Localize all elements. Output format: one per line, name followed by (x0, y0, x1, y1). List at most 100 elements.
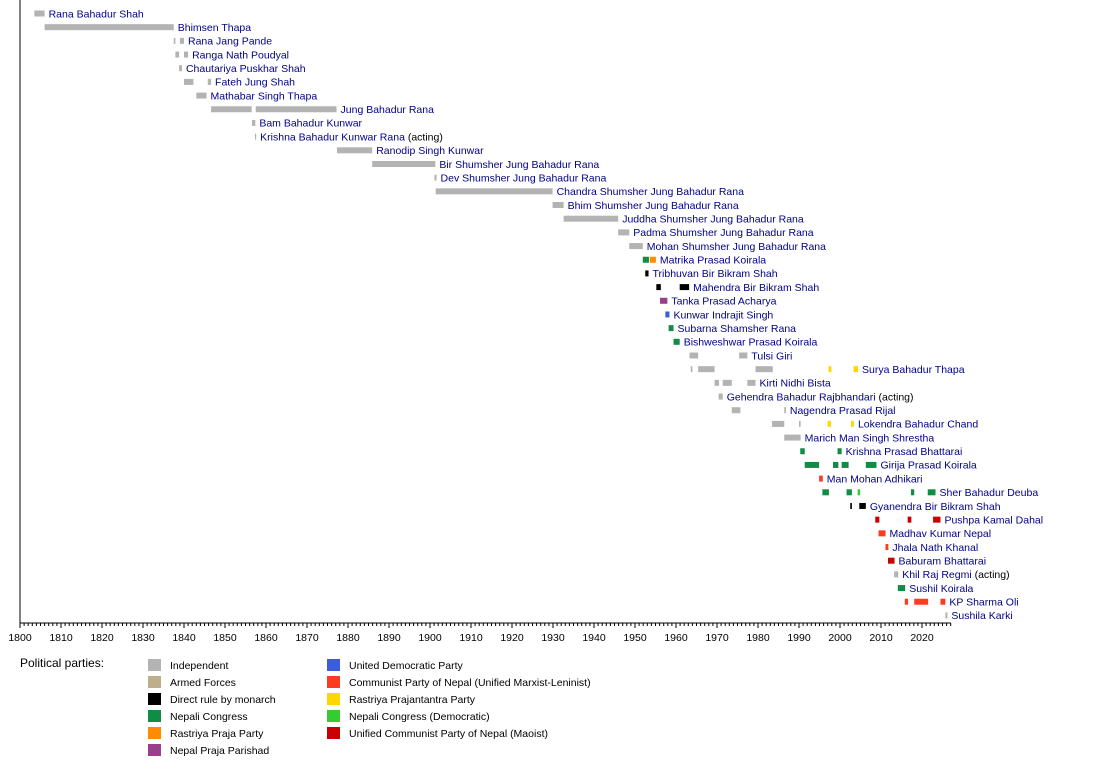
term-bar (859, 502, 866, 509)
pm-name: Bhim Shumsher Jung Bahadur Rana (568, 200, 739, 212)
term-bar (851, 420, 854, 427)
pm-name: Tulsi Giri (751, 350, 792, 362)
pm-name: Fateh Jung Shah (215, 77, 295, 89)
x-tick-label: 1860 (254, 632, 278, 644)
term-bar (945, 612, 948, 619)
term-bar (649, 256, 656, 263)
pm-name-label: Bhim Shumsher Jung Bahadur Rana (568, 200, 739, 212)
pm-name-label: Lokendra Bahadur Chand (858, 419, 978, 431)
legend-label: Communist Party of Nepal (Unified Marxis… (349, 677, 591, 689)
pm-name-label: KP Sharma Oli (949, 597, 1018, 609)
pm-row: Krishna Bahadur Kunwar Rana (acting) (254, 131, 443, 143)
x-tick-label: 1990 (787, 632, 811, 644)
pm-row: Girija Prasad Koirala (804, 460, 977, 472)
term-bar (679, 284, 690, 291)
term-bar (878, 530, 886, 537)
x-tick-label: 1950 (623, 632, 647, 644)
legend-swatch (148, 727, 161, 739)
pm-name-suffix: (acting) (405, 131, 443, 143)
x-tick-label: 1840 (172, 632, 196, 644)
x-tick-label: 1930 (541, 632, 565, 644)
legend-swatch (148, 744, 161, 756)
legend-label: Nepali Congress (Democratic) (349, 711, 490, 723)
term-bar (690, 366, 693, 373)
pm-name-label: Tribhuvan Bir Bikram Shah (653, 268, 778, 280)
pm-name-label: Rana Bahadur Shah (49, 8, 144, 20)
term-bar (255, 106, 337, 113)
pm-name-label: Chandra Shumsher Jung Bahadur Rana (557, 186, 745, 198)
term-bar (714, 379, 720, 386)
term-bar (563, 215, 619, 222)
term-bar (175, 51, 180, 58)
term-bar (252, 119, 256, 126)
legend-title: Political parties: (20, 656, 104, 670)
pm-name-label: Dev Shumsher Jung Bahadur Rana (441, 172, 607, 184)
pm-name: Padma Shumsher Jung Bahadur Rana (633, 227, 814, 239)
term-bar (179, 65, 182, 72)
pm-name: Ranga Nath Poudyal (192, 49, 289, 61)
term-bar (755, 366, 773, 373)
term-bar (933, 516, 941, 523)
pm-name: Mathabar Singh Thapa (211, 90, 318, 102)
legend-swatch (327, 659, 340, 671)
pm-name: Surya Bahadur Thapa (862, 364, 965, 376)
term-bar (799, 420, 801, 427)
pm-row: Padma Shumsher Jung Bahadur Rana (618, 227, 814, 239)
pm-row: Bhimsen Thapa (44, 22, 252, 34)
x-tick-label: 1830 (131, 632, 155, 644)
pm-name-label: Juddha Shumsher Jung Bahadur Rana (622, 214, 804, 226)
term-bar (718, 393, 723, 400)
pm-name: KP Sharma Oli (949, 597, 1018, 609)
pm-name-suffix: (acting) (876, 391, 914, 403)
term-bar (914, 598, 929, 605)
pm-row: Rana Bahadur Shah (34, 8, 144, 20)
pm-name: Tribhuvan Bir Bikram Shah (653, 268, 778, 280)
pm-row: Pushpa Kamal Dahal (875, 514, 1043, 526)
pm-name-label: Baburam Bhattarai (899, 556, 987, 568)
term-bar (865, 461, 877, 468)
pm-row: Mathabar Singh Thapa (196, 90, 317, 102)
pm-name: Sher Bahadur Deuba (940, 487, 1039, 499)
term-bar (698, 366, 715, 373)
term-bar (833, 461, 839, 468)
term-bar (804, 461, 820, 468)
pm-row: Tulsi Giri (689, 350, 792, 362)
pm-name: Lokendra Bahadur Chand (858, 419, 978, 431)
pm-name: Sushil Koirala (909, 583, 973, 595)
term-bar (665, 311, 670, 318)
pm-row: Sushil Koirala (897, 583, 974, 595)
term-bar (211, 106, 252, 113)
pm-row: Kunwar Indrajit Singh (665, 309, 773, 321)
term-bar (875, 516, 880, 523)
pm-name: Dev Shumsher Jung Bahadur Rana (441, 172, 607, 184)
pm-name: Mohan Shumsher Jung Bahadur Rana (647, 241, 826, 253)
x-tick-label: 1890 (377, 632, 401, 644)
term-bar (207, 78, 212, 85)
pm-row: Marich Man Singh Shrestha (784, 432, 934, 444)
pm-name-label: Padma Shumsher Jung Bahadur Rana (633, 227, 814, 239)
pm-row: Surya Bahadur Thapa (690, 364, 965, 376)
term-bar (645, 270, 649, 277)
pm-name: Khil Raj Regmi (902, 569, 971, 581)
pm-name: Man Mohan Adhikari (827, 473, 923, 485)
pm-name: Nagendra Prasad Rijal (790, 405, 896, 417)
term-bar (254, 133, 257, 140)
legend-item: Nepali Congress (Democratic) (327, 710, 490, 723)
pm-name-label: Marich Man Singh Shrestha (805, 432, 935, 444)
pm-row: Kirti Nidhi Bista (714, 378, 831, 390)
legend-item: Independent (148, 659, 228, 672)
bars-layer: Rana Bahadur Shah Bhimsen Thapa Rana Jang … (34, 8, 1043, 622)
term-bar (819, 475, 823, 482)
pm-row: Dev Shumsher Jung Bahadur Rana (434, 172, 607, 184)
pm-name-label: Khil Raj Regmi (acting) (902, 569, 1009, 581)
term-bar (434, 174, 437, 181)
pm-row: Nagendra Prasad Rijal (731, 405, 896, 417)
pm-name-label: Bhimsen Thapa (178, 22, 252, 34)
pm-name: Madhav Kumar Nepal (890, 528, 992, 540)
pm-name: Bam Bahadur Kunwar (259, 118, 362, 130)
pm-row: Tribhuvan Bir Bikram Shah (645, 268, 778, 280)
term-bar (910, 489, 915, 496)
legend-label: United Democratic Party (349, 660, 464, 672)
legend-item: Rastriya Praja Party (148, 727, 264, 740)
